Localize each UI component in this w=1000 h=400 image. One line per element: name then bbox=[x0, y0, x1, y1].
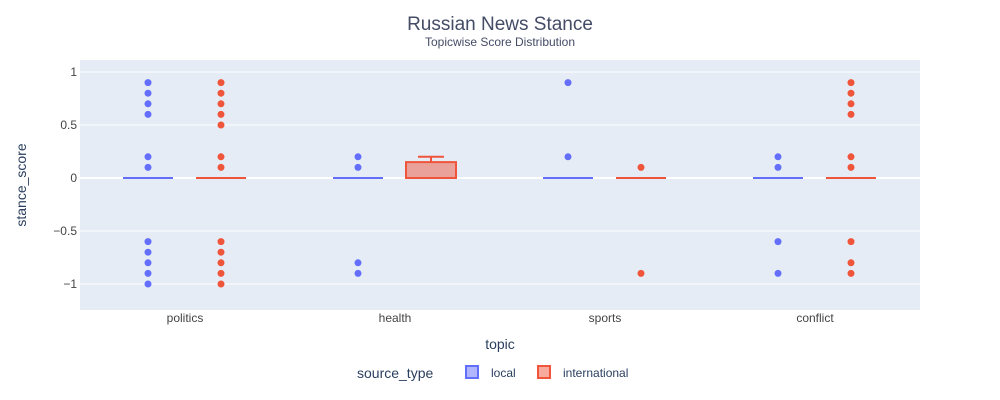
outlier-point bbox=[144, 153, 152, 161]
x-axis-title: topic bbox=[485, 336, 515, 352]
y-axis-title: stance_score bbox=[13, 143, 29, 226]
outlier-point bbox=[144, 280, 152, 288]
outlier-point bbox=[217, 79, 225, 87]
outlier-point bbox=[847, 79, 855, 87]
outlier-point bbox=[144, 110, 152, 118]
outlier-point bbox=[774, 238, 782, 246]
box-international-health bbox=[405, 155, 457, 180]
y-tick-label: −0.5 bbox=[53, 224, 77, 238]
outlier-point bbox=[217, 280, 225, 288]
outlier-point bbox=[847, 269, 855, 277]
legend-swatch-local[interactable] bbox=[465, 365, 479, 379]
y-tick-label: 0.5 bbox=[60, 118, 77, 132]
outlier-point bbox=[354, 269, 362, 277]
box-international-politics bbox=[196, 79, 246, 288]
legend: source_type local international bbox=[357, 365, 628, 381]
outlier-point bbox=[144, 163, 152, 171]
chart-subtitle: Topicwise Score Distribution bbox=[425, 35, 575, 49]
outlier-point bbox=[144, 89, 152, 97]
outlier-point bbox=[847, 110, 855, 118]
outlier-point bbox=[217, 259, 225, 267]
plot-area bbox=[80, 60, 920, 310]
chart-title: Russian News Stance bbox=[407, 14, 593, 35]
outlier-point bbox=[774, 153, 782, 161]
legend-title: source_type bbox=[357, 365, 433, 381]
outlier-point bbox=[217, 238, 225, 246]
box-local-conflict bbox=[753, 153, 803, 277]
outlier-point bbox=[847, 89, 855, 97]
y-tick-labels: 1 0.5 0 −0.5 −1 bbox=[53, 65, 77, 291]
x-tick-label: sports bbox=[589, 311, 622, 325]
y-tick-label: −1 bbox=[63, 277, 77, 291]
outlier-point bbox=[847, 100, 855, 108]
outlier-point bbox=[144, 269, 152, 277]
outlier-point bbox=[217, 89, 225, 97]
legend-swatch-international[interactable] bbox=[537, 365, 551, 379]
outlier-point bbox=[637, 163, 645, 171]
box-local-health bbox=[333, 153, 383, 277]
outlier-point bbox=[144, 259, 152, 267]
outlier-point bbox=[774, 269, 782, 277]
box-traces bbox=[123, 79, 876, 288]
legend-label-local[interactable]: local bbox=[491, 366, 516, 380]
outlier-point bbox=[217, 269, 225, 277]
y-tick-label: 0 bbox=[70, 171, 77, 185]
outlier-point bbox=[217, 163, 225, 171]
outlier-point bbox=[637, 269, 645, 277]
outlier-point bbox=[144, 79, 152, 87]
outlier-point bbox=[564, 79, 572, 87]
outlier-point bbox=[354, 259, 362, 267]
box-local-sports bbox=[543, 79, 593, 179]
legend-label-international[interactable]: international bbox=[563, 366, 628, 380]
outlier-point bbox=[564, 153, 572, 161]
box-international-conflict bbox=[826, 79, 876, 277]
outlier-point bbox=[144, 100, 152, 108]
outlier-point bbox=[354, 163, 362, 171]
x-tick-label: politics bbox=[167, 311, 204, 325]
outlier-point bbox=[144, 248, 152, 256]
outlier-point bbox=[217, 248, 225, 256]
outlier-point bbox=[217, 121, 225, 129]
outlier-point bbox=[847, 153, 855, 161]
x-tick-labels: politics health sports conflict bbox=[167, 311, 835, 325]
x-tick-label: conflict bbox=[796, 311, 834, 325]
box-international-sports bbox=[616, 163, 666, 277]
outlier-point bbox=[847, 259, 855, 267]
box-iqr bbox=[405, 161, 457, 180]
x-tick-label: health bbox=[379, 311, 412, 325]
outlier-point bbox=[354, 153, 362, 161]
y-tick-label: 1 bbox=[70, 65, 77, 79]
outlier-point bbox=[217, 153, 225, 161]
outlier-point bbox=[217, 110, 225, 118]
outlier-point bbox=[774, 163, 782, 171]
box-local-politics bbox=[123, 79, 173, 288]
outlier-point bbox=[144, 238, 152, 246]
outlier-point bbox=[217, 100, 225, 108]
outlier-point bbox=[847, 238, 855, 246]
outlier-point bbox=[847, 163, 855, 171]
